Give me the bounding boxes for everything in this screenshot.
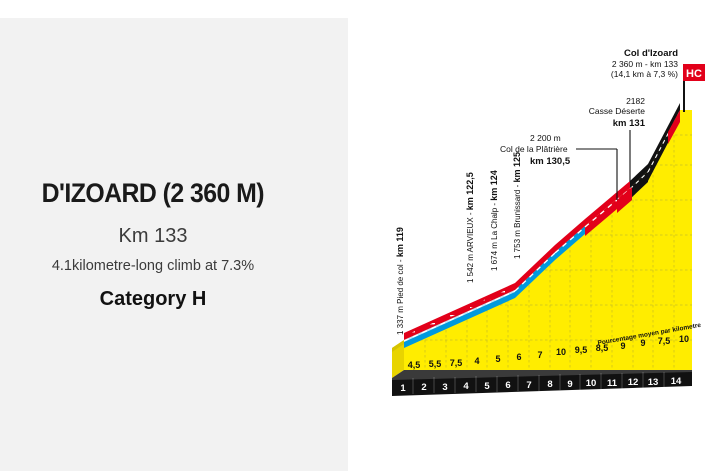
annotation-km: km 119 [395, 227, 405, 257]
gradient-value: 9 [620, 341, 625, 351]
annotation-label: 1 753 m Brunissard - km 125 [512, 152, 522, 259]
gradient-value: 7 [537, 350, 542, 360]
annotation-label: 1 542 m ARVIEUX - km 122,5 [465, 172, 475, 283]
summit-annotation: Col d'Izoard 2 360 m - km 133 (14,1 km à… [611, 48, 678, 79]
annotation-km: km 125 [512, 152, 522, 183]
summit-detail: (14,1 km à 7,3 %) [611, 69, 678, 79]
km-tick: 8 [547, 379, 552, 390]
climb-description-text: 4.1kilometre-long climb at 7.3% [51, 258, 255, 274]
km-tick: 11 [607, 378, 618, 389]
annotation-altitude: 2182 [626, 96, 645, 106]
annotation-km: km 122,5 [465, 172, 475, 210]
gradient-value: 8,5 [596, 343, 609, 353]
summit-marker: HC [683, 64, 705, 112]
km-tick: 2 [421, 382, 426, 393]
page-title: D'IZOARD (2 360 M) [41, 178, 265, 208]
annotation-km: km 130,5 [530, 156, 571, 167]
km-tick: 13 [648, 377, 659, 388]
km-tick: 9 [567, 379, 572, 390]
road-surface [403, 103, 681, 348]
km-tick: 6 [505, 380, 510, 391]
climb-info-panel: D'IZOARD (2 360 M) Km 133 4.1kilometre-l… [0, 18, 348, 471]
km-tick: 10 [586, 378, 597, 389]
km-axis-bar: 1 2 3 4 5 6 7 8 9 10 11 12 13 14 [392, 370, 692, 396]
gradient-value: 7,5 [450, 358, 463, 368]
summit-name: Col d'Izoard [624, 48, 678, 59]
km-tick: 14 [671, 376, 682, 387]
gradient-value: 10 [556, 347, 566, 357]
annotation-casse-deserte: 2182 Casse Déserte km 131 [589, 96, 646, 182]
km-tick: 3 [442, 382, 447, 393]
annotation-pied-de-col: 1 337 m Pied de col - km 119 [395, 227, 405, 335]
gradient-value: 5 [495, 354, 500, 364]
annotation-km: km 131 [613, 118, 646, 129]
gradient-value: 7,5 [658, 336, 671, 346]
km-marker-text: Km 133 [118, 225, 188, 247]
gradient-percent-row: 4,5 5,5 7,5 4 5 6 7 10 9,5 8,5 9 9 7,5 1… [408, 334, 689, 370]
gradient-value: 4 [474, 356, 479, 366]
km-tick: 5 [484, 381, 490, 392]
annotation-altitude: 2 200 m [530, 133, 561, 143]
profile-left-face [392, 340, 404, 378]
hc-badge-label: HC [686, 68, 702, 80]
km-tick: 7 [526, 380, 531, 391]
gradient-value: 10 [679, 334, 689, 344]
category-text: Category H [99, 288, 207, 310]
summit-altitude: 2 360 m - km 133 [612, 59, 678, 69]
gradient-value: 4,5 [408, 360, 421, 370]
annotation-la-chalp: 1 674 m La Chalp - km 124 [489, 170, 499, 271]
annotation-arvieux: 1 542 m ARVIEUX - km 122,5 [465, 172, 475, 283]
gradient-value: 6 [516, 352, 521, 362]
annotation-col-platriere: 2 200 m Col de la Plâtrière km 130,5 [500, 133, 618, 200]
annotation-label: 1 674 m La Chalp - km 124 [489, 170, 499, 271]
annotation-label: 1 337 m Pied de col - km 119 [395, 227, 405, 335]
climb-profile-chart: HC Col d'Izoard 2 360 m - km 133 (14,1 k… [380, 40, 707, 420]
gradient-value: 9 [640, 338, 645, 348]
annotation-place: Col de la Plâtrière [500, 144, 568, 154]
hc-badge [683, 64, 705, 81]
annotation-km: km 124 [489, 170, 499, 201]
gradient-value: 5,5 [429, 359, 442, 369]
km-tick: 1 [400, 383, 406, 394]
km-tick: 12 [628, 377, 639, 388]
gradient-value: 9,5 [575, 345, 588, 355]
annotation-place: Casse Déserte [589, 106, 645, 116]
annotation-brunissard: 1 753 m Brunissard - km 125 [512, 152, 522, 259]
km-tick: 4 [463, 381, 469, 392]
